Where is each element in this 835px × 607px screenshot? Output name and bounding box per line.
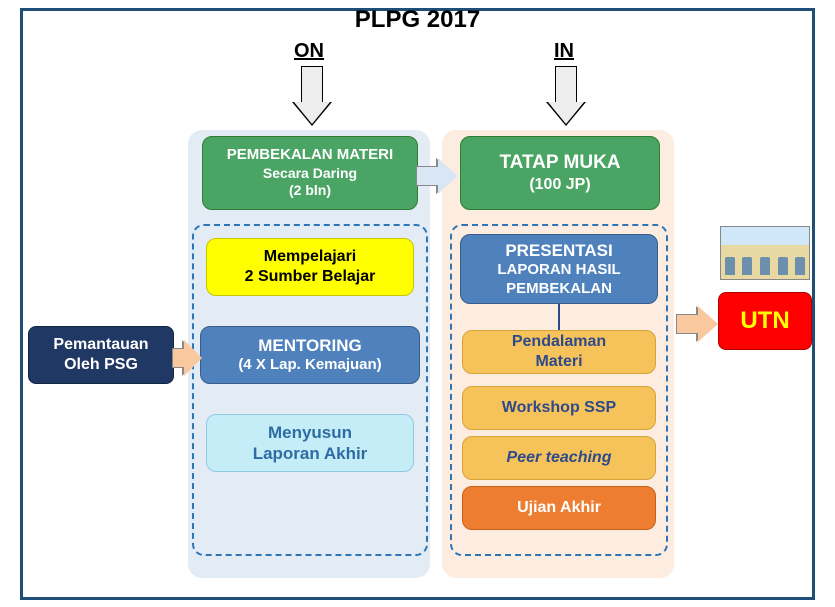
text: Menyusun — [268, 422, 352, 443]
node-mentoring: MENTORING (4 X Lap. Kemajuan) — [200, 326, 420, 384]
text: 2 Sumber Belajar — [245, 267, 376, 287]
text: (2 bln) — [289, 182, 331, 200]
text: Materi — [535, 352, 582, 372]
arrow-on-to-in — [416, 158, 458, 194]
text: PEMBEKALAN MATERI — [227, 146, 393, 165]
diagram-title: PLPG 2017 — [0, 6, 835, 34]
text: Oleh PSG — [64, 355, 138, 375]
text: (100 JP) — [529, 175, 590, 195]
text: Pemantauan — [53, 335, 148, 355]
text: PRESENTASI — [505, 240, 612, 261]
node-menyusun: Menyusun Laporan Akhir — [206, 414, 414, 472]
arrow-down-on — [292, 66, 332, 126]
node-utn: UTN — [718, 292, 812, 350]
node-workshop: Workshop SSP — [462, 386, 656, 430]
text: Mempelajari — [264, 247, 356, 267]
node-psg: Pemantauan Oleh PSG — [28, 326, 174, 384]
node-tatap-muka: TATAP MUKA (100 JP) — [460, 136, 660, 210]
arrow-down-in — [546, 66, 586, 126]
node-ujian-akhir: Ujian Akhir — [462, 486, 656, 530]
connector-presentasi-pendalaman — [558, 304, 560, 330]
arrow-psg-to-mentoring — [172, 340, 202, 376]
text: MENTORING — [258, 335, 362, 356]
node-mempelajari: Mempelajari 2 Sumber Belajar — [206, 238, 414, 296]
text: PEMBEKALAN — [506, 280, 612, 299]
phase-on-label: ON — [294, 40, 324, 63]
node-peer-teaching: Peer teaching — [462, 436, 656, 480]
phase-in-label: IN — [554, 40, 574, 63]
text: (4 X Lap. Kemajuan) — [238, 356, 381, 375]
image-classroom — [720, 226, 810, 280]
node-pendalaman: Pendalaman Materi — [462, 330, 656, 374]
text: Laporan Akhir — [253, 443, 368, 464]
node-pembekalan: PEMBEKALAN MATERI Secara Daring (2 bln) — [202, 136, 418, 210]
text: TATAP MUKA — [499, 151, 620, 175]
arrow-in-to-utn — [676, 306, 718, 342]
text: LAPORAN HASIL — [497, 261, 620, 280]
text: Secara Daring — [263, 165, 357, 183]
text: Pendalaman — [512, 332, 606, 352]
node-presentasi: PRESENTASI LAPORAN HASIL PEMBEKALAN — [460, 234, 658, 304]
